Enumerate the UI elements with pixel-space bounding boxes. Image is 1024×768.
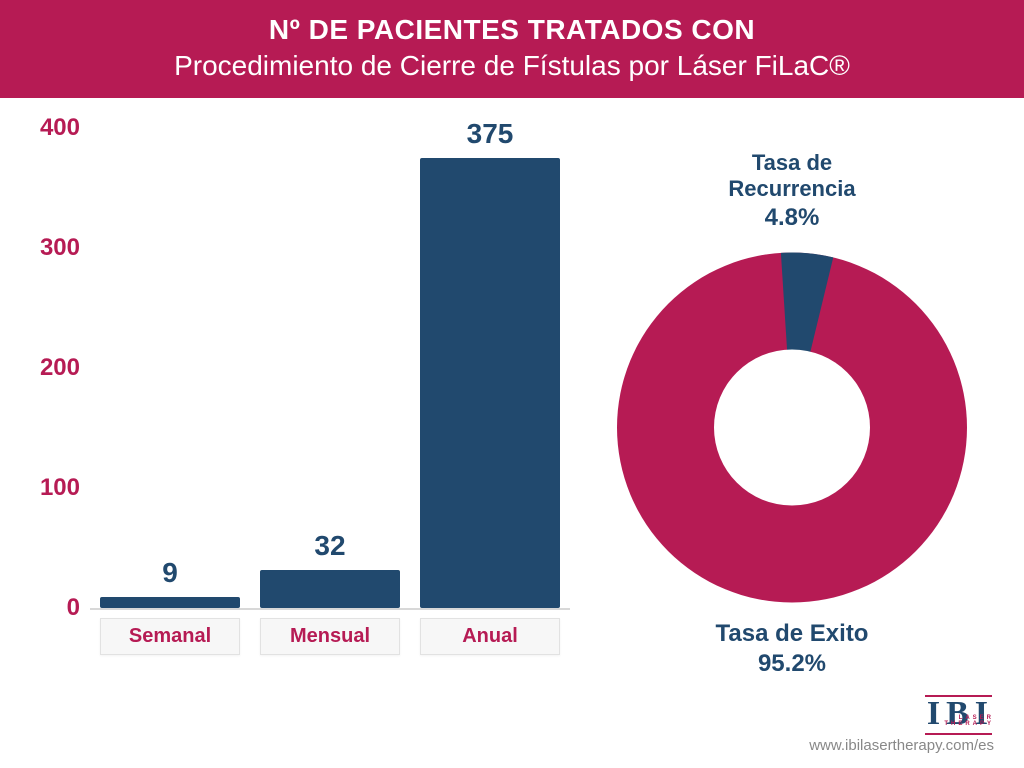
bar <box>260 570 400 608</box>
y-tick: 100 <box>40 474 80 502</box>
donut-success-value: 95.2% <box>716 650 869 678</box>
bar-value-label: 9 <box>100 557 240 589</box>
donut-success-label: Tasa de Exito <box>716 620 869 648</box>
logo-accent-bottom <box>925 731 992 737</box>
donut-svg-wrap <box>615 251 969 610</box>
y-tick: 200 <box>40 354 80 382</box>
bar-plot-area: 932375 <box>90 128 570 608</box>
footer-url: www.ibilasertherapy.com/es <box>809 737 994 754</box>
donut-svg <box>615 251 969 605</box>
logo-accent-top <box>925 693 992 699</box>
header-banner: Nº DE PACIENTES TRATADOS CON Procedimien… <box>0 0 1024 98</box>
header-title-line2: Procedimiento de Cierre de Fístulas por … <box>0 50 1024 82</box>
donut-label-recurrence: Tasa de Recurrencia 4.8% <box>686 150 898 232</box>
header-title-line1: Nº DE PACIENTES TRATADOS CON <box>0 14 1024 46</box>
bar-value-label: 375 <box>420 118 560 150</box>
footer: IBI LASER THERAPY www.ibilasertherapy.co… <box>809 697 994 754</box>
bar-category-label: Semanal <box>100 618 240 655</box>
logo-subtext: LASER THERAPY <box>929 715 994 727</box>
y-axis: 0100200300400 <box>20 128 90 608</box>
y-tick: 0 <box>67 594 80 622</box>
donut-recurrence-label: Tasa de Recurrencia <box>686 150 898 202</box>
donut-recurrence-value: 4.8% <box>686 204 898 232</box>
x-axis-line <box>90 608 570 610</box>
bar-category-label: Mensual <box>260 618 400 655</box>
bar <box>420 158 560 608</box>
y-tick: 300 <box>40 234 80 262</box>
bar-category-label: Anual <box>420 618 560 655</box>
bar <box>100 597 240 608</box>
logo: IBI LASER THERAPY <box>927 697 994 731</box>
content-area: 0 100 200 300 400 9 32 375 Semanal Mensual Anual… <box>0 98 1024 698</box>
bar-value-label: 32 <box>260 530 400 562</box>
donut-label-success: Tasa de Exito 95.2% <box>716 620 869 678</box>
donut-chart: Tasa de Recurrencia 4.8% Tasa de Exito 9… <box>580 128 1004 688</box>
y-tick: 400 <box>40 114 80 142</box>
bar-chart: 0100200300400 932375 SemanalMensualAnual <box>20 128 580 688</box>
